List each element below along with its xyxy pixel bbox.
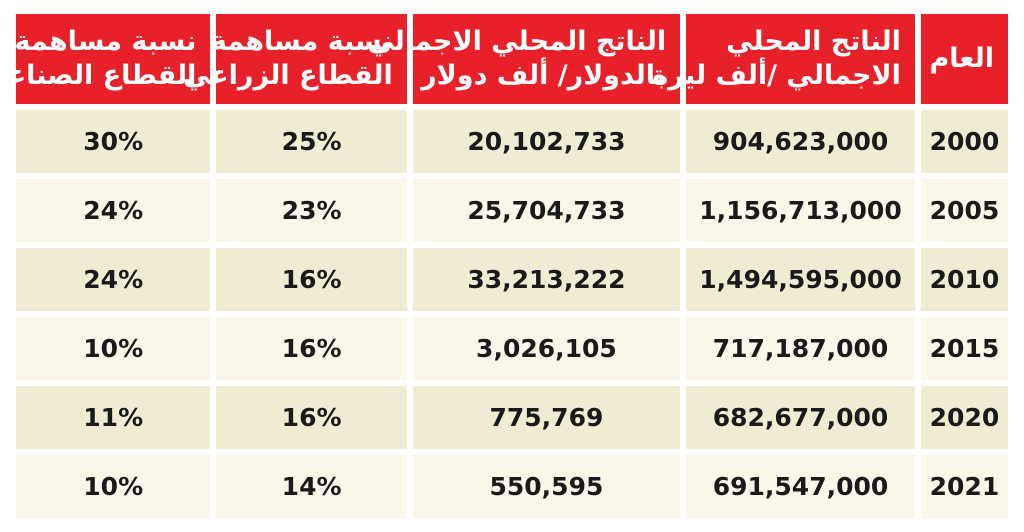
cell-agri-share: 23%	[216, 179, 407, 242]
cell-gdp-lira: 1,494,595,000	[686, 248, 915, 311]
cell-year: 2005	[920, 179, 1008, 242]
cell-agri-share: 16%	[216, 386, 407, 449]
cell-agri-share: 14%	[216, 455, 407, 518]
cell-gdp-lira: 717,187,000	[686, 317, 915, 380]
cell-industry-share: 24%	[16, 248, 211, 311]
cell-gdp-usd: 20,102,733	[412, 110, 681, 173]
cell-agri-share: 16%	[216, 317, 407, 380]
cell-gdp-usd: 33,213,222	[412, 248, 681, 311]
table-row: 2020 682,677,000 775,769 16% 11%	[16, 386, 1008, 449]
header-row: العام الناتج المحلي الاجمالي /ألف ليرة ا…	[0, 14, 1008, 104]
cell-gdp-lira: 904,623,000	[686, 110, 915, 173]
cell-agri-share: 16%	[216, 248, 407, 311]
table-row: 2000 904,623,000 20,102,733 25% 30%	[16, 110, 1008, 173]
table-row: 2010 1,494,595,000 33,213,222 16% 24%	[16, 248, 1008, 311]
header-gdp-lira: الناتج المحلي الاجمالي /ألف ليرة	[652, 14, 915, 104]
cell-industry-share: 10%	[16, 455, 211, 518]
cell-gdp-lira: 1,156,713,000	[686, 179, 915, 242]
header-industry-share: نسبة مساهمة القطاع الصناعي	[0, 14, 211, 104]
cell-industry-share: 24%	[16, 179, 211, 242]
cell-year: 2021	[920, 455, 1008, 518]
cell-industry-share: 10%	[16, 317, 211, 380]
cell-gdp-usd: 550,595	[412, 455, 681, 518]
cell-year: 2015	[920, 317, 1008, 380]
header-agri-share: نسبة مساهمة القطاع الزراعي	[183, 14, 407, 104]
cell-gdp-usd: 3,026,105	[412, 317, 681, 380]
header-year: العام	[920, 14, 1008, 104]
table-row: 2015 717,187,000 3,026,105 16% 10%	[16, 317, 1008, 380]
cell-gdp-lira: 691,547,000	[686, 455, 915, 518]
cell-industry-share: 30%	[16, 110, 211, 173]
table-row: 2005 1,156,713,000 25,704,733 23% 24%	[16, 179, 1008, 242]
cell-industry-share: 11%	[16, 386, 211, 449]
cell-year: 2020	[920, 386, 1008, 449]
cell-gdp-usd: 775,769	[412, 386, 681, 449]
cell-gdp-lira: 682,677,000	[686, 386, 915, 449]
cell-year: 2010	[920, 248, 1008, 311]
cell-agri-share: 25%	[216, 110, 407, 173]
gdp-table: العام الناتج المحلي الاجمالي /ألف ليرة ا…	[0, 8, 1014, 524]
table-row: 2021 691,547,000 550,595 14% 10%	[16, 455, 1008, 518]
cell-gdp-usd: 25,704,733	[412, 179, 681, 242]
cell-year: 2000	[920, 110, 1008, 173]
header-gdp-usd: الناتج المحلي الاجمالي بالدولار/ ألف دول…	[367, 14, 681, 104]
